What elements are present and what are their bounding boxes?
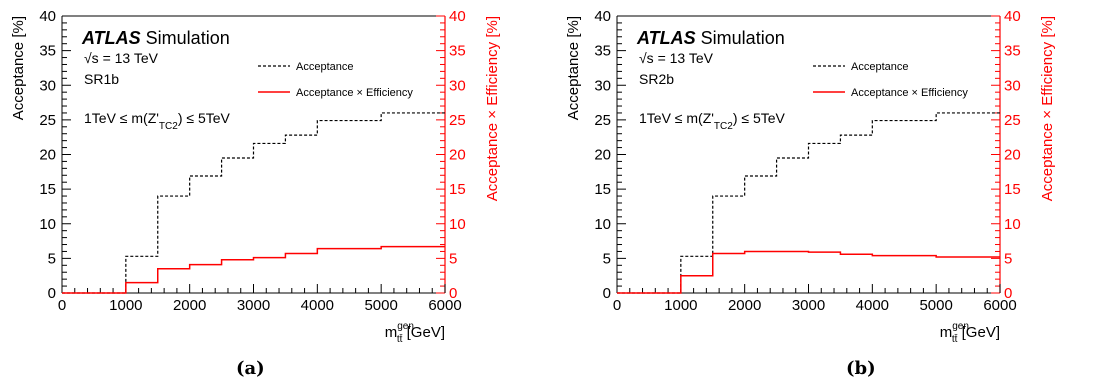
x-tick-label: 4000 bbox=[301, 297, 334, 314]
y-tick-label-right: 40 bbox=[1004, 8, 1021, 25]
y-tick-label-right: 35 bbox=[449, 43, 466, 60]
y-tick-label-left: 20 bbox=[594, 147, 611, 164]
legend-acceptance-label: Acceptance bbox=[296, 61, 353, 73]
energy-label: √s = 13 TeV bbox=[84, 50, 159, 66]
acceptance-series-line bbox=[617, 112, 1000, 294]
y-tick-label-left: 40 bbox=[39, 8, 56, 25]
y-tick-label-right: 10 bbox=[449, 216, 466, 233]
y-tick-label-right: 35 bbox=[1004, 43, 1021, 60]
y-axis-title-right: Acceptance × Efficiency [%] bbox=[484, 16, 501, 201]
mass-cut-label: 1TeV ≤ m(Z'TC2) ≤ 5TeV bbox=[639, 110, 786, 132]
y-axis-title-left: Acceptance [%] bbox=[565, 16, 582, 120]
y-tick-label-right: 5 bbox=[449, 250, 457, 267]
x-tick-label: 0 bbox=[58, 297, 66, 314]
y-tick-label-left: 10 bbox=[39, 216, 56, 233]
y-tick-label-right: 10 bbox=[1004, 216, 1021, 233]
energy-label: √s = 13 TeV bbox=[639, 50, 714, 66]
x-tick-label: 0 bbox=[613, 297, 621, 314]
y-tick-label-left: 25 bbox=[39, 112, 56, 129]
y-tick-label-left: 40 bbox=[594, 8, 611, 25]
y-tick-label-left: 0 bbox=[603, 285, 611, 302]
x-tick-label: 5000 bbox=[919, 297, 952, 314]
x-axis-title: mgen tt̄ [GeV] bbox=[940, 321, 1000, 345]
y-tick-label-right: 15 bbox=[1004, 181, 1021, 198]
x-tick-label: 2000 bbox=[173, 297, 206, 314]
x-tick-label: 6000 bbox=[983, 297, 1016, 314]
caption-b: (b) bbox=[846, 358, 876, 379]
y-tick-label-left: 30 bbox=[39, 77, 56, 94]
acceptance-series-line bbox=[62, 112, 445, 294]
acceptance-efficiency-series-line bbox=[62, 245, 445, 294]
y-tick-label-right: 5 bbox=[1004, 250, 1012, 267]
y-axis-title-right: Acceptance × Efficiency [%] bbox=[1039, 16, 1056, 201]
y-tick-label-right: 25 bbox=[449, 112, 466, 129]
y-tick-label-left: 20 bbox=[39, 147, 56, 164]
x-tick-label: 6000 bbox=[428, 297, 461, 314]
legend-acceptance-efficiency-label: Acceptance × Efficiency bbox=[851, 87, 968, 99]
y-tick-label-right: 20 bbox=[449, 147, 466, 164]
x-tick-label: 3000 bbox=[237, 297, 270, 314]
y-tick-label-left: 30 bbox=[594, 77, 611, 94]
y-tick-label-right: 30 bbox=[1004, 77, 1021, 94]
y-tick-label-right: 30 bbox=[449, 77, 466, 94]
mass-cut-label: 1TeV ≤ m(Z'TC2) ≤ 5TeV bbox=[84, 110, 231, 132]
y-tick-label-left: 0 bbox=[48, 285, 56, 302]
y-tick-label-right: 20 bbox=[1004, 147, 1021, 164]
y-axis-title-left: Acceptance [%] bbox=[10, 16, 27, 120]
y-tick-label-right: 15 bbox=[449, 181, 466, 198]
y-tick-label-left: 35 bbox=[39, 43, 56, 60]
y-tick-label-right: 25 bbox=[1004, 112, 1021, 129]
y-tick-label-left: 35 bbox=[594, 43, 611, 60]
y-tick-label-left: 10 bbox=[594, 216, 611, 233]
x-tick-label: 2000 bbox=[728, 297, 761, 314]
chart-panel-b: 0 0 5 5 10 10 15 15 20 20 25 25 30 30 35 35 40 40 0 1000 200… bbox=[555, 0, 1110, 388]
y-tick-label-left: 5 bbox=[603, 250, 611, 267]
x-tick-label: 4000 bbox=[856, 297, 889, 314]
y-tick-label-left: 15 bbox=[594, 181, 611, 198]
legend-acceptance-label: Acceptance bbox=[851, 61, 908, 73]
region-label: SR1b bbox=[84, 71, 119, 87]
chart-panel-a: 0 0 5 5 10 10 15 15 20 20 25 25 30 30 35 35 40 40 0 1000 200… bbox=[10, 8, 501, 379]
y-tick-label-right: 40 bbox=[449, 8, 466, 25]
legend-acceptance-efficiency-label: Acceptance × Efficiency bbox=[296, 87, 413, 99]
atlas-label: ATLAS Simulation bbox=[81, 28, 230, 48]
y-tick-label-left: 25 bbox=[594, 112, 611, 129]
x-tick-label: 1000 bbox=[109, 297, 142, 314]
region-label: SR2b bbox=[639, 71, 674, 87]
caption-a: (a) bbox=[236, 358, 265, 379]
y-tick-label-right: 0 bbox=[449, 285, 457, 302]
x-tick-label: 5000 bbox=[364, 297, 397, 314]
x-tick-label: 3000 bbox=[792, 297, 825, 314]
acceptance-efficiency-series-line bbox=[617, 250, 1000, 294]
y-tick-label-right: 0 bbox=[1004, 285, 1012, 302]
x-tick-label: 1000 bbox=[664, 297, 697, 314]
y-tick-label-left: 5 bbox=[48, 250, 56, 267]
atlas-label: ATLAS Simulation bbox=[636, 28, 785, 48]
x-axis-title: mgen tt̄ [GeV] bbox=[385, 321, 445, 345]
y-tick-label-left: 15 bbox=[39, 181, 56, 198]
